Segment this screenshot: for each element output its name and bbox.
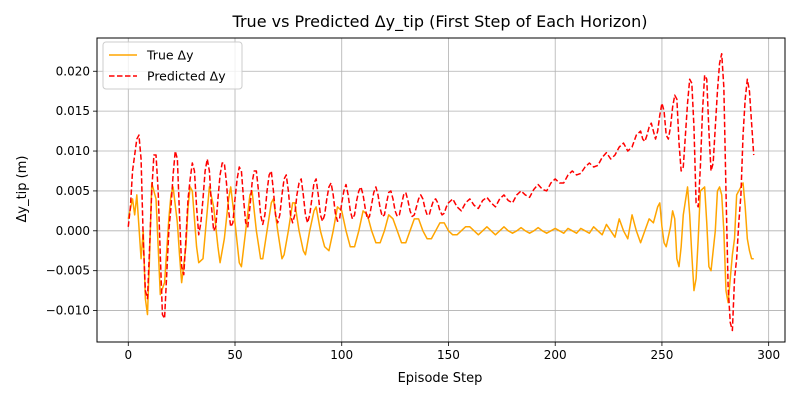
x-tick-label: 200 [544, 348, 567, 362]
legend: True Δy Predicted Δy [102, 41, 243, 90]
plot-frame [96, 37, 786, 343]
series-line-true-dy [127, 182, 754, 316]
y-tick-label: 0.000 [56, 224, 90, 238]
chart-title: True vs Predicted Δy_tip (First Step of … [232, 12, 648, 32]
y-tick-label: 0.010 [56, 144, 90, 158]
x-tick-label: 300 [757, 348, 780, 362]
tick-layer: 0 50 100 150 200 250 300 −0.010 −0.005 0.000 0.005… [46, 64, 781, 362]
x-tick-label: 100 [330, 348, 353, 362]
x-tick-label: 50 [227, 348, 242, 362]
legend-label: Predicted Δy [147, 69, 226, 84]
series-layer [127, 52, 755, 332]
x-tick-label: 150 [437, 348, 460, 362]
x-tick-label: 250 [650, 348, 673, 362]
series-line-predicted-dy [127, 52, 755, 332]
y-axis-label: Δy_tip (m) [15, 156, 30, 223]
x-axis-label: Episode Step [398, 371, 483, 386]
legend-label: True Δy [146, 48, 194, 63]
y-tick-label: 0.005 [56, 184, 90, 198]
y-tick-label: 0.020 [56, 64, 90, 78]
y-tick-label: −0.005 [46, 264, 90, 278]
x-tick-label: 0 [124, 348, 132, 362]
y-tick-label: 0.015 [56, 104, 90, 118]
y-tick-label: −0.010 [46, 304, 90, 318]
legend-box [102, 41, 243, 90]
